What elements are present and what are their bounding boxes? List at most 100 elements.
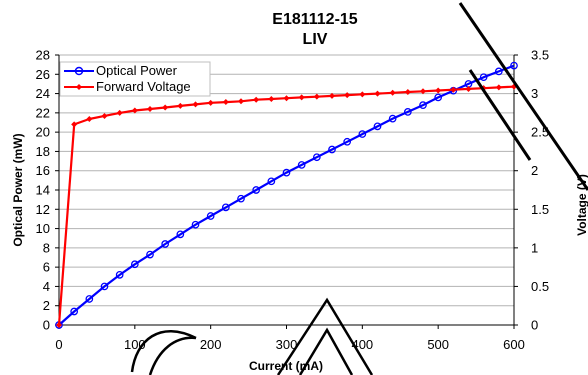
point-forward-voltage xyxy=(329,92,335,99)
y2-tick-label: 1.5 xyxy=(531,202,549,217)
y2-tick-label: 0.5 xyxy=(531,279,549,294)
point-optical-power xyxy=(206,212,215,220)
point-forward-voltage xyxy=(253,96,260,103)
point-forward-voltage xyxy=(177,102,184,109)
point-optical-power xyxy=(191,220,200,229)
series-line-optical-power xyxy=(58,64,515,326)
point-optical-power xyxy=(343,137,352,146)
y-tick-label: 16 xyxy=(36,163,50,178)
watermark-letter-a xyxy=(276,297,374,375)
y-tick-label: 12 xyxy=(36,202,50,217)
point-optical-power xyxy=(510,61,518,70)
point-forward-voltage xyxy=(313,93,320,100)
point-forward-voltage xyxy=(222,99,229,106)
y-tick-label: 22 xyxy=(36,105,50,120)
x-tick-label: 200 xyxy=(200,337,222,352)
legend: Optical Power Forward Voltage xyxy=(59,61,211,97)
watermark-letter-c xyxy=(130,329,197,375)
watermark xyxy=(130,2,588,375)
y2-tick-label: 2 xyxy=(531,163,538,178)
watermark-stroke-diagonal xyxy=(458,2,588,191)
point-forward-voltage xyxy=(404,89,411,96)
y-tick-label: 2 xyxy=(43,298,50,313)
point-optical-power xyxy=(388,114,397,123)
y2-tick-label: 1 xyxy=(531,240,538,255)
chart-subtitle: LIV xyxy=(303,31,328,48)
point-optical-power xyxy=(297,161,306,169)
legend-marker-optical-power xyxy=(74,66,84,76)
point-optical-power xyxy=(130,260,139,269)
point-optical-power xyxy=(479,73,488,82)
point-forward-voltage xyxy=(162,104,169,111)
legend-label-optical-power: Optical Power xyxy=(96,63,178,78)
y2-tick-label: 0 xyxy=(531,318,538,333)
point-forward-voltage xyxy=(359,91,366,98)
point-optical-power xyxy=(221,203,230,212)
y-tick-label: 10 xyxy=(36,221,50,236)
point-forward-voltage xyxy=(389,89,396,96)
y-axis-label: Optical Power (mW) xyxy=(11,133,25,246)
point-optical-power xyxy=(85,295,94,303)
y2-tick-label: 3 xyxy=(531,86,538,101)
y-tick-label: 6 xyxy=(43,260,50,275)
point-forward-voltage xyxy=(374,90,381,97)
x-tick-label: 300 xyxy=(276,337,298,352)
point-forward-voltage xyxy=(435,87,442,94)
point-optical-power xyxy=(115,271,124,279)
x-tick-label: 0 xyxy=(55,337,62,352)
x-tick-label: 500 xyxy=(427,337,449,352)
point-forward-voltage xyxy=(131,107,138,114)
y-tick-label: 8 xyxy=(43,240,50,255)
legend-box xyxy=(59,61,211,97)
point-forward-voltage xyxy=(420,88,426,95)
point-forward-voltage xyxy=(192,101,199,108)
point-forward-voltage xyxy=(147,106,153,112)
y-tick-label: 24 xyxy=(36,86,50,101)
point-forward-voltage xyxy=(465,85,472,92)
point-optical-power xyxy=(100,282,109,291)
point-optical-power xyxy=(267,177,276,186)
x-tick-label: 600 xyxy=(503,337,525,352)
y2-axis-label: Voltage (V) xyxy=(575,174,588,236)
y-tick-label: 14 xyxy=(36,183,50,198)
y2-axis-ticks: 00.511.522.533.5 xyxy=(514,48,549,333)
point-optical-power xyxy=(494,67,503,76)
y-tick-label: 4 xyxy=(43,279,50,294)
y-tick-label: 26 xyxy=(36,67,50,82)
point-forward-voltage xyxy=(344,92,351,99)
point-optical-power xyxy=(434,93,443,102)
point-forward-voltage xyxy=(101,112,108,119)
point-forward-voltage xyxy=(238,98,244,105)
point-forward-voltage xyxy=(495,84,502,91)
point-forward-voltage xyxy=(86,116,93,123)
legend-label-forward-voltage: Forward Voltage xyxy=(96,79,191,94)
point-optical-power xyxy=(161,240,170,248)
point-optical-power xyxy=(252,186,261,194)
point-optical-power xyxy=(373,122,382,131)
point-forward-voltage xyxy=(56,322,62,328)
point-forward-voltage xyxy=(283,95,290,102)
point-optical-power xyxy=(403,108,412,116)
point-optical-power xyxy=(328,145,336,154)
point-optical-power xyxy=(358,130,367,138)
point-forward-voltage xyxy=(207,99,214,106)
point-optical-power xyxy=(146,250,154,259)
point-optical-power xyxy=(176,230,185,239)
legend-marker-forward-voltage xyxy=(76,84,82,90)
y2-tick-label: 3.5 xyxy=(531,48,549,63)
point-forward-voltage xyxy=(450,86,457,93)
point-optical-power xyxy=(312,153,321,162)
point-optical-power xyxy=(282,168,291,177)
point-optical-power xyxy=(419,101,427,109)
point-forward-voltage xyxy=(268,95,275,102)
point-forward-voltage xyxy=(298,94,305,101)
y-tick-label: 18 xyxy=(36,144,50,159)
chart-title: E181112-15 xyxy=(272,11,358,28)
x-axis-ticks: 0 100 200 300 400 500 600 xyxy=(55,325,525,352)
point-optical-power xyxy=(70,307,79,316)
point-forward-voltage xyxy=(71,121,78,128)
y-tick-label: 20 xyxy=(36,125,50,140)
y-tick-label: 28 xyxy=(36,48,50,63)
